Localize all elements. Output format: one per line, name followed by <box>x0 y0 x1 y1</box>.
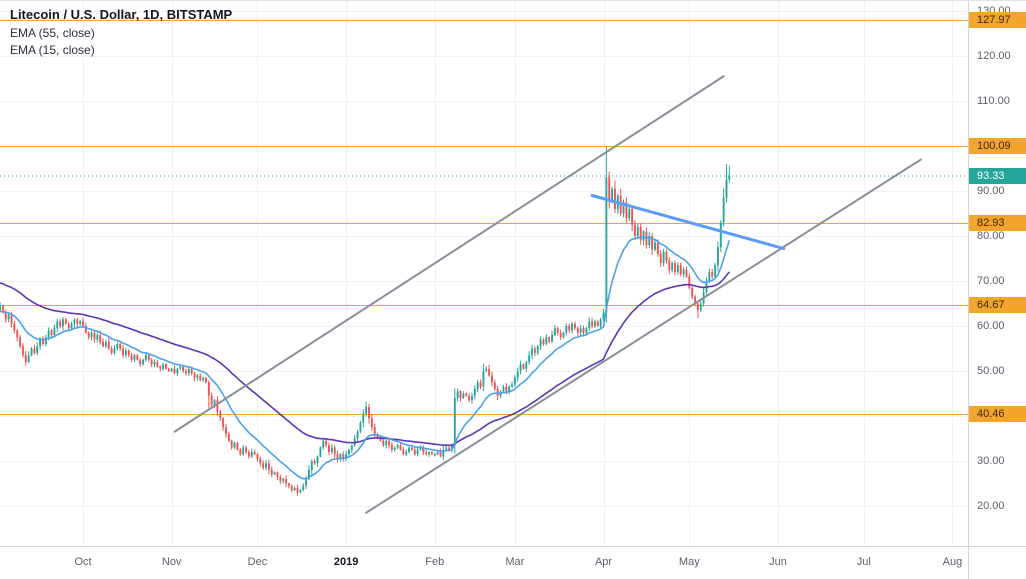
price-tick-label: 110.00 <box>977 95 1010 107</box>
price-axis[interactable]: 20.0030.0040.0050.0060.0070.0080.0090.00… <box>968 1 1026 546</box>
time-axis-label: 2019 <box>333 556 359 568</box>
price-tick-label: 30.00 <box>977 455 1005 467</box>
time-axis-label: May <box>678 556 700 568</box>
ascending-channel-lower-trendline[interactable] <box>365 158 922 514</box>
price-tick-label: 70.00 <box>977 275 1005 287</box>
price-tick-label: 90.00 <box>977 185 1005 197</box>
time-axis-label: Apr <box>594 556 613 568</box>
chart-canvas <box>0 1 968 546</box>
axis-corner <box>968 546 1026 579</box>
grid <box>0 1 968 546</box>
time-axis-label: Feb <box>425 556 445 568</box>
price-level-label: 127.97 <box>969 12 1026 29</box>
symbol-title[interactable]: Litecoin / U.S. Dollar, 1D, BITSTAMP <box>10 7 233 22</box>
indicator-ema15-label[interactable]: EMA (15, close) <box>10 43 95 57</box>
price-tick-label: 50.00 <box>977 365 1005 377</box>
price-level-label: 100.09 <box>969 137 1026 154</box>
time-axis-label: Aug <box>942 556 963 568</box>
price-tick-label: 120.00 <box>977 50 1011 62</box>
price-level-label: 82.93 <box>969 214 1026 231</box>
blue-resistance-trendline[interactable] <box>590 194 786 251</box>
price-level-label: 64.67 <box>969 296 1026 313</box>
horizontal-price-lines[interactable] <box>0 20 968 415</box>
price-tick-label: 80.00 <box>977 230 1005 242</box>
time-axis-label: Oct <box>74 556 92 568</box>
ema-15-line[interactable] <box>0 236 731 480</box>
last-price-label: 93.33 <box>969 168 1026 184</box>
ascending-channel-upper-trendline[interactable] <box>173 75 725 433</box>
chart-legend: Litecoin / U.S. Dollar, 1D, BITSTAMP EMA… <box>10 7 232 60</box>
time-axis-label: Nov <box>161 556 182 568</box>
time-axis-label: Dec <box>247 556 268 568</box>
price-level-label: 40.46 <box>969 405 1026 422</box>
price-tick-label: 20.00 <box>977 500 1005 512</box>
ema-55-line[interactable] <box>0 271 731 447</box>
candlestick-series <box>0 146 731 496</box>
time-axis-label: Mar <box>505 556 525 568</box>
indicator-ema55-label[interactable]: EMA (55, close) <box>10 26 95 40</box>
time-axis-label: Jul <box>856 556 871 568</box>
chart-pane[interactable]: Litecoin / U.S. Dollar, 1D, BITSTAMP EMA… <box>0 1 968 546</box>
price-tick-label: 60.00 <box>977 320 1005 332</box>
time-axis[interactable]: Oct Nov Dec 2019 Feb Mar Apr May Jun Jul Aug <box>0 546 968 579</box>
time-axis-label: Jun <box>769 556 787 568</box>
